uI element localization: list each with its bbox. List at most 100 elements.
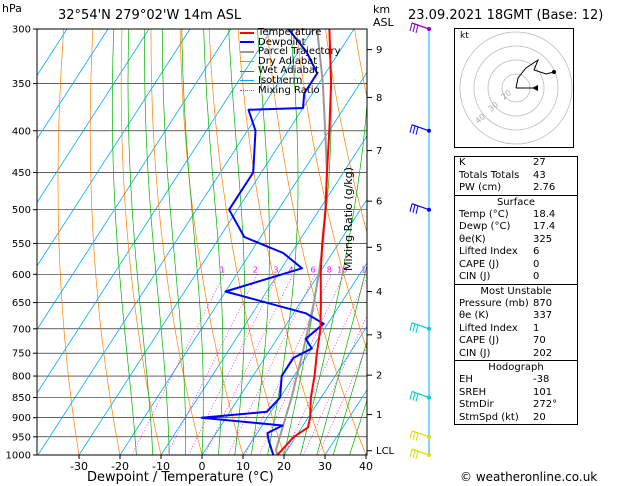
pressure-tick-label: 400 [12,126,31,137]
surface-row: CIN (J) 0 [455,271,577,284]
mixing-ratio-label: 3 [273,265,278,274]
most-unstable-title: Most Unstable [480,285,552,297]
index-name: K [459,157,466,168]
isotherm-line [160,135,367,455]
pressure-tick-label: 650 [12,298,31,309]
legend-item: Mixing Ratio [240,85,341,96]
mu-row: CAPE (J) 70 [455,335,577,348]
wet-adiabat-line [144,29,170,455]
wind-barb-flag [412,449,416,459]
mixing-ratio-label: 6 [311,265,316,274]
hodo-name: EH [459,374,473,385]
surface-name: CAPE (J) [459,258,500,270]
hodo-value: 20 [533,411,546,423]
wind-barb-flag [409,430,413,439]
isotherm-line [201,198,367,455]
mixing-ratio-line [227,274,316,455]
mixing-ratio-label: 15 [361,265,371,274]
mu-value: 870 [533,297,553,309]
altitude-tick-label: 7 [376,146,382,157]
surface-name: CIN (J) [459,271,491,282]
mixing-ratio-line [131,274,225,455]
wind-barb-flag [409,22,413,32]
legend-swatch-mixing-ratio [240,89,254,91]
mixing-ratio-label: 20 [379,265,389,274]
index-name: PW (cm) [459,182,502,193]
wet-adiabat-line [228,29,246,455]
temperature-tick-label: 20 [277,460,291,473]
asl-unit-label: ASL [373,16,394,29]
pressure-tick-label: 750 [12,349,31,360]
dry-adiabat-line [150,29,203,455]
altitude-tick-label: 3 [376,330,382,341]
mixing-ratio-label: 25 [393,265,403,274]
altitude-tick-label: 2 [376,371,382,382]
wind-barb-dot [427,434,431,439]
wind-barb-flag [412,431,416,440]
isotherm-line [78,29,355,455]
mu-name: Lifted Index [459,322,518,334]
isotherm-line [37,29,314,455]
altitude-tick-label: 8 [376,93,382,104]
hodo-name: StmDir [459,399,494,410]
hodo-row: StmDir 272° [455,399,577,412]
isotherm-line [37,29,109,140]
legend-swatch-parcel [240,50,254,53]
surface-name: θe(K) [459,233,486,245]
wind-barb-flag [415,450,419,460]
altitude-tick-label: 4 [376,287,382,298]
index-row: PW (cm) 2.76 [455,182,577,195]
surface-value: 0 [533,258,540,270]
index-value: 27 [533,157,546,168]
mixing-ratio-axis-label: Mixing Ratio (g/kg) [342,167,355,271]
wind-barb-dot [427,207,431,212]
legend-item: Temperature [240,28,341,38]
pressure-tick-label: 500 [12,205,31,216]
wind-barb-flag [412,323,416,332]
surface-row: Lifted Index 6 [455,246,577,259]
wind-barb-flag [415,24,419,34]
dry-adiabat-line [120,29,162,455]
legend-item: Parcel Trajectory [240,47,341,57]
wind-barb-dot [427,27,431,31]
wind-barb-flag [412,204,416,213]
wind-barb-flag [415,432,419,441]
temperature-tick-label: -20 [111,460,129,473]
wind-barb-dot [427,453,431,457]
hodo-row: SREH 101 [455,387,577,400]
mixing-ratio-label: 4 [288,265,293,274]
temperature-tick-label: 30 [318,460,332,473]
wind-barb-flag [409,124,413,133]
dry-adiabat-line [325,29,367,234]
surface-name: Temp (°C) [459,208,509,220]
altitude-tick-label: 1 [376,410,382,421]
altitude-tick-label: 9 [376,45,382,56]
hodograph-trace [515,58,555,89]
datetime-label: 23.09.2021 18GMT (Base: 12) [408,8,604,23]
altitude-tick-label: LCL [376,446,395,457]
isotherm-line [37,29,232,331]
mu-row: Lifted Index 1 [455,323,577,336]
pressure-tick-label: 450 [12,168,31,179]
surface-value: 6 [533,246,540,257]
wind-barb-dot [427,326,431,331]
hodo-value: 101 [533,386,553,398]
dewpoint-line [200,29,325,455]
wet-adiabat-line [300,99,367,455]
mixing-ratio-label: 10 [337,265,347,274]
mu-name: CAPE (J) [459,335,500,346]
surface-value: 0 [533,271,540,282]
pressure-tick-label: 950 [12,432,31,443]
most-unstable-section: Most Unstable Pressure (mb) 870 θe (K) 337… [455,283,577,361]
wind-barb-flag [412,125,416,134]
mixing-ratio-label: 2 [253,265,258,274]
wet-adiabat-line [316,263,367,455]
surface-value: 17.4 [533,221,556,232]
pressure-tick-label: 600 [12,270,31,281]
index-value: 43 [533,169,546,181]
surface-value: 325 [533,233,553,245]
hodo-row: EH -38 [455,374,577,387]
dry-adiabat-line [208,29,285,455]
wet-adiabat-line [349,399,367,455]
